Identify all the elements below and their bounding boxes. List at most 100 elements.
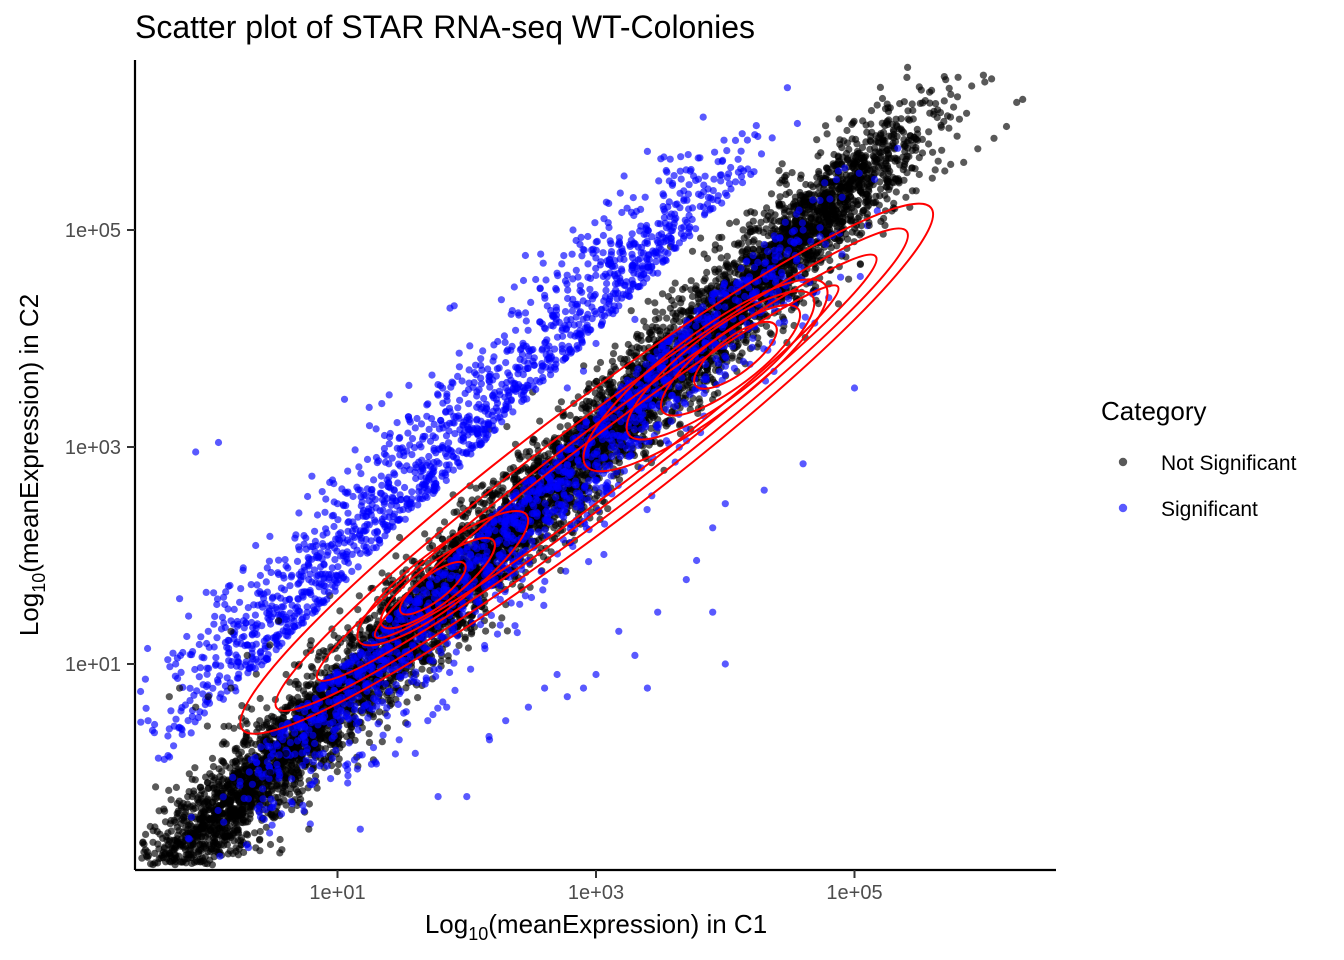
point-not-significant xyxy=(333,768,341,776)
point-not-significant xyxy=(174,831,182,839)
point-not-significant xyxy=(925,140,933,148)
point-not-significant xyxy=(172,783,180,792)
point-not-significant xyxy=(627,307,635,315)
point-not-significant xyxy=(455,641,463,650)
point-not-significant xyxy=(336,607,344,615)
point-not-significant xyxy=(878,94,887,103)
point-not-significant xyxy=(479,500,488,508)
point-not-significant xyxy=(578,472,586,480)
point-not-significant xyxy=(781,204,789,212)
point-not-significant xyxy=(953,132,961,140)
point-not-significant xyxy=(904,115,912,123)
point-not-significant xyxy=(378,738,386,746)
point-not-significant xyxy=(767,209,775,217)
point-not-significant xyxy=(196,783,204,792)
point-not-significant xyxy=(498,614,506,622)
point-not-significant xyxy=(953,93,962,101)
point-not-significant xyxy=(936,109,945,117)
point-not-significant xyxy=(451,539,459,547)
point-not-significant xyxy=(231,745,239,753)
point-not-significant xyxy=(891,157,899,165)
point-not-significant xyxy=(472,484,480,492)
point-not-significant xyxy=(745,238,753,246)
point-not-significant xyxy=(658,290,667,298)
point-not-significant xyxy=(252,844,260,852)
point-not-significant xyxy=(378,569,386,577)
point-not-significant xyxy=(711,246,719,254)
point-not-significant xyxy=(365,730,373,738)
point-not-significant xyxy=(763,204,771,212)
point-not-significant xyxy=(184,793,192,801)
point-not-significant xyxy=(220,722,228,731)
point-not-significant xyxy=(191,764,199,772)
point-not-significant xyxy=(849,119,857,127)
point-not-significant xyxy=(566,411,574,419)
point-not-significant xyxy=(251,829,259,837)
point-not-significant xyxy=(778,160,786,168)
point-not-significant xyxy=(633,343,641,351)
point-not-significant xyxy=(608,357,617,365)
point-not-significant xyxy=(651,308,660,316)
point-not-significant xyxy=(314,656,322,664)
point-not-significant xyxy=(365,738,374,747)
point-not-significant xyxy=(862,121,870,129)
point-not-significant xyxy=(554,405,562,413)
point-not-significant xyxy=(931,166,939,174)
point-not-significant xyxy=(963,109,971,117)
point-not-significant xyxy=(845,275,853,283)
point-not-significant xyxy=(287,785,295,793)
point-not-significant xyxy=(822,122,830,130)
point-not-significant xyxy=(688,247,697,255)
point-not-significant xyxy=(593,365,601,373)
point-not-significant xyxy=(203,722,211,730)
point-not-significant xyxy=(232,847,240,856)
point-not-significant xyxy=(426,544,434,552)
point-not-significant xyxy=(873,101,881,109)
point-not-significant xyxy=(726,219,734,227)
point-not-significant xyxy=(149,838,157,846)
point-not-significant xyxy=(897,115,905,123)
point-not-significant xyxy=(767,190,776,198)
points-layer xyxy=(137,63,1027,869)
point-not-significant xyxy=(834,300,843,308)
point-not-significant xyxy=(354,606,362,614)
point-not-significant xyxy=(244,831,252,839)
point-not-significant xyxy=(950,103,958,111)
point-not-significant xyxy=(167,827,175,835)
point-not-significant xyxy=(642,323,650,331)
point-not-significant xyxy=(621,355,629,363)
point-not-significant xyxy=(256,827,264,836)
point-not-significant xyxy=(292,677,300,686)
point-not-significant xyxy=(208,754,217,763)
point-not-significant xyxy=(766,329,774,337)
point-not-significant xyxy=(536,417,544,425)
point-not-significant xyxy=(843,126,851,135)
point-not-significant xyxy=(739,226,747,234)
point-not-significant xyxy=(185,770,193,778)
point-not-significant xyxy=(366,624,374,632)
point-not-significant xyxy=(750,209,759,217)
point-not-significant xyxy=(908,164,916,172)
point-not-significant xyxy=(947,160,955,168)
point-not-significant xyxy=(609,350,618,358)
point-not-significant xyxy=(856,260,865,268)
point-not-significant xyxy=(355,592,363,600)
point-not-significant xyxy=(929,148,937,156)
point-not-significant xyxy=(826,256,834,265)
point-not-significant xyxy=(644,297,652,305)
point-not-significant xyxy=(745,221,753,229)
point-not-significant xyxy=(760,209,768,217)
point-not-significant xyxy=(305,800,313,808)
point-not-significant xyxy=(256,835,264,843)
point-not-significant xyxy=(934,157,942,165)
point-not-significant xyxy=(209,763,218,771)
point-not-significant xyxy=(743,231,751,240)
point-not-significant xyxy=(444,652,452,660)
point-not-significant xyxy=(979,71,988,79)
point-not-significant xyxy=(903,73,911,81)
point-not-significant xyxy=(474,506,482,514)
point-not-significant xyxy=(932,100,940,108)
point-not-significant xyxy=(266,840,275,849)
point-not-significant xyxy=(288,806,296,814)
point-not-significant xyxy=(904,63,912,71)
